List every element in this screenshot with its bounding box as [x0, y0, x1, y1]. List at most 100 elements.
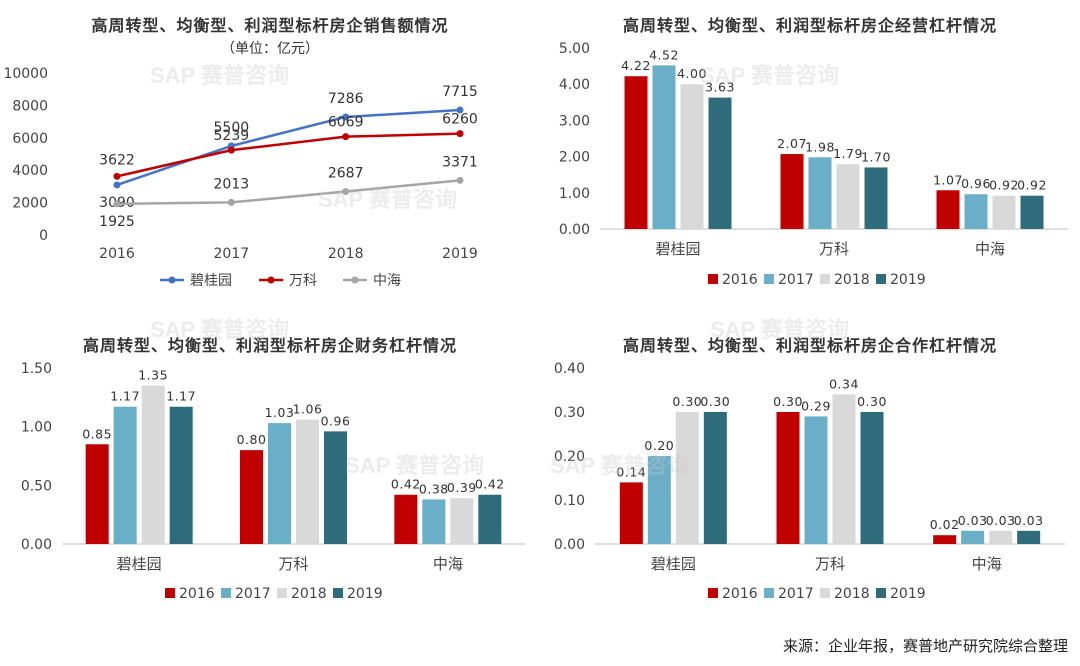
data-label: 2.07 [777, 136, 807, 151]
data-label: 1.35 [138, 368, 168, 383]
legend-label: 碧桂园 [190, 273, 232, 289]
bar-2019-碧桂园 [708, 97, 732, 230]
bar-2018-万科 [836, 164, 860, 229]
data-label: 5239 [214, 128, 250, 144]
data-point [456, 106, 464, 114]
bar-2018-碧桂园 [141, 385, 165, 544]
data-label: 7715 [442, 84, 478, 100]
data-label: 0.14 [616, 464, 646, 479]
bar-2018-万科 [832, 394, 856, 544]
sales-chart-panel: 高周转型、均衡型、利润型标杆房企销售额情况 （单位：亿元） 0 2000 4000 6… [0, 0, 540, 320]
bar-2018-碧桂园 [680, 84, 704, 229]
bar-2018-中海 [989, 530, 1013, 544]
financial-chart-panel: 高周转型、均衡型、利润型标杆房企财务杠杆情况 0.00 0.50 1.00 1.50 0… [0, 320, 540, 620]
data-label: 0.96 [961, 176, 991, 191]
x-tick-label: 2016 [99, 246, 135, 262]
data-label: 2687 [328, 165, 364, 181]
data-label: 1925 [99, 214, 135, 230]
y-tick-label: 0.10 [554, 493, 585, 509]
data-point [456, 130, 464, 138]
data-label: 0.92 [989, 178, 1019, 193]
sales-line-chart: 0200040006000800010000201620172018201930… [3, 66, 478, 289]
legend-marker [267, 276, 275, 284]
legend-swatch [764, 588, 774, 598]
cooperation-chart-panel: 高周转型、均衡型、利润型标杆房企合作杠杆情况 0.00 0.10 0.20 0.30 0… [540, 320, 1080, 620]
legend-swatch [277, 588, 287, 598]
legend-label: 2016 [179, 586, 215, 602]
legend-label: 万科 [289, 273, 317, 289]
bar-2019-碧桂园 [703, 412, 727, 544]
bar-2019-万科 [864, 167, 888, 229]
legend-label: 2017 [778, 586, 814, 602]
bar-2016-碧桂园 [85, 444, 109, 544]
data-label: 0.96 [321, 413, 351, 428]
data-label: 3622 [99, 152, 135, 168]
bar-2017-万科 [268, 423, 291, 544]
bar-2019-碧桂园 [169, 406, 193, 544]
data-label: 3371 [442, 154, 478, 170]
y-tick-label: 5.00 [559, 41, 590, 57]
operating-bar-chart: 0.001.002.003.004.005.004.224.524.003.63… [559, 41, 1068, 288]
data-label: 0.03 [958, 513, 988, 528]
data-label: 2013 [214, 176, 250, 192]
data-label: 1.06 [293, 402, 323, 417]
series-line-中海 [116, 179, 461, 206]
y-tick-label: 1.00 [559, 186, 590, 202]
y-tick-label: 2000 [12, 196, 48, 212]
legend-marker [168, 276, 176, 284]
y-tick-label: 0.00 [21, 537, 52, 553]
data-label: 0.39 [447, 480, 477, 495]
data-label: 4.22 [621, 58, 651, 73]
data-label: 0.30 [700, 394, 730, 409]
y-tick-label: 2.00 [559, 150, 590, 166]
data-label: 0.42 [475, 477, 505, 492]
y-tick-label: 0.30 [554, 405, 585, 421]
x-tick-label: 中海 [975, 240, 1005, 258]
data-point [342, 133, 350, 141]
y-tick-label: 0.40 [554, 361, 585, 377]
y-tick-label: 8000 [12, 98, 48, 114]
y-tick-label: 4.00 [559, 77, 590, 93]
data-label: 0.02 [930, 517, 960, 532]
cooperation-bar-chart: 0.000.100.200.300.400.140.200.300.30碧桂园0… [554, 361, 1065, 602]
legend-label: 2019 [347, 586, 383, 602]
cooperation-chart-title: 高周转型、均衡型、利润型标杆房企合作杠杆情况 [622, 336, 997, 355]
x-tick-label: 碧桂园 [651, 555, 696, 573]
x-tick-label: 2018 [328, 246, 364, 262]
data-label: 1.17 [110, 389, 140, 404]
operating-chart-title: 高周转型、均衡型、利润型标杆房企经营杠杆情况 [622, 16, 997, 35]
data-label: 1.07 [933, 172, 963, 187]
x-tick-label: 2017 [214, 246, 250, 262]
bar-2016-中海 [933, 535, 957, 544]
data-label: 0.80 [237, 432, 267, 447]
bar-2017-中海 [961, 530, 985, 544]
data-label: 0.34 [829, 376, 859, 391]
bar-2016-万科 [776, 412, 800, 544]
data-point [113, 200, 121, 208]
y-tick-label: 1.00 [21, 420, 52, 436]
bar-2016-碧桂园 [624, 76, 648, 230]
legend-swatch [221, 588, 231, 598]
data-label: 0.92 [1017, 178, 1047, 193]
bar-2019-万科 [860, 412, 884, 544]
legend-swatch [876, 274, 886, 284]
legend-swatch [876, 588, 886, 598]
data-label: 4.00 [677, 66, 707, 81]
operating-chart-panel: 高周转型、均衡型、利润型标杆房企经营杠杆情况 0.00 1.00 2.00 3.00 4… [540, 0, 1080, 320]
x-tick-label: 2019 [442, 246, 478, 262]
y-tick-label: 0.00 [554, 537, 585, 553]
financial-chart-title: 高周转型、均衡型、利润型标杆房企财务杠杆情况 [82, 336, 457, 355]
x-tick-label: 中海 [433, 555, 463, 573]
y-tick-label: 1.50 [21, 361, 52, 377]
bar-2017-万科 [804, 416, 828, 544]
y-tick-label: 6000 [12, 131, 48, 147]
legend-label: 2016 [722, 586, 758, 602]
data-label: 0.03 [1014, 513, 1044, 528]
data-point [342, 113, 350, 121]
bar-2016-万科 [240, 450, 263, 544]
data-label: 0.03 [986, 513, 1016, 528]
bar-2017-碧桂园 [647, 456, 671, 544]
data-label: 0.85 [82, 426, 112, 441]
data-label: 3.63 [705, 80, 735, 95]
bar-2019-中海 [1020, 195, 1044, 229]
